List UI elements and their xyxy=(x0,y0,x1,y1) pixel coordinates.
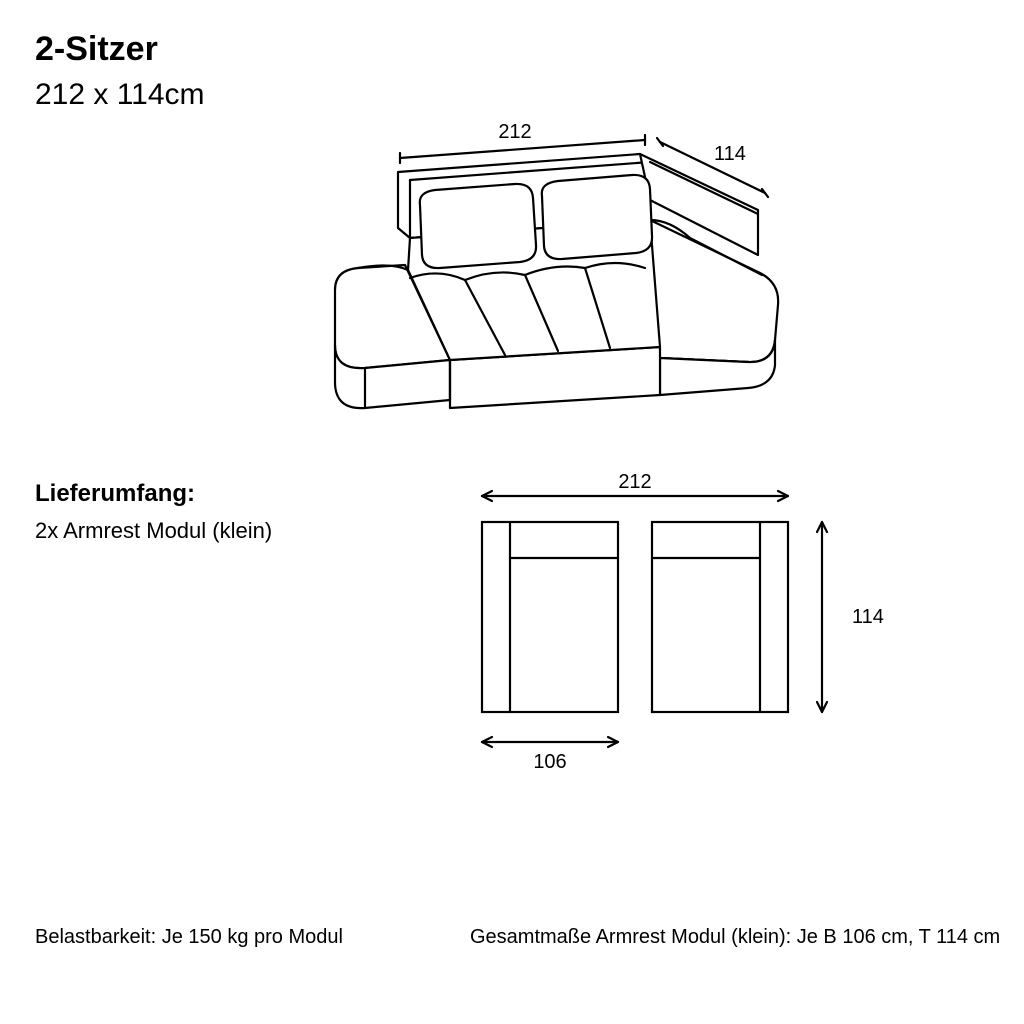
module-left xyxy=(482,522,618,712)
delivery-heading: Lieferumfang: xyxy=(35,480,195,508)
footer-load-capacity: Belastbarkeit: Je 150 kg pro Modul xyxy=(35,926,343,949)
product-dimensions: 212 x 114cm xyxy=(35,78,205,112)
footer-module-dimensions: Gesamtmaße Armrest Modul (klein): Je B 1… xyxy=(470,926,1000,949)
dim-height: 114 xyxy=(852,606,884,628)
module-right xyxy=(652,522,788,712)
dim-module-width: 106 xyxy=(533,751,566,773)
dim-width-3d: 212 xyxy=(498,121,531,143)
dim-depth-3d: 114 xyxy=(714,143,746,165)
dim-total-width: 212 xyxy=(618,471,651,493)
product-title: 2-Sitzer xyxy=(35,30,158,69)
top-view-diagram: 212 114 106 xyxy=(450,470,910,805)
sofa-3d-illustration: 212 114 xyxy=(310,110,810,445)
delivery-item: 2x Armrest Modul (klein) xyxy=(35,518,272,544)
